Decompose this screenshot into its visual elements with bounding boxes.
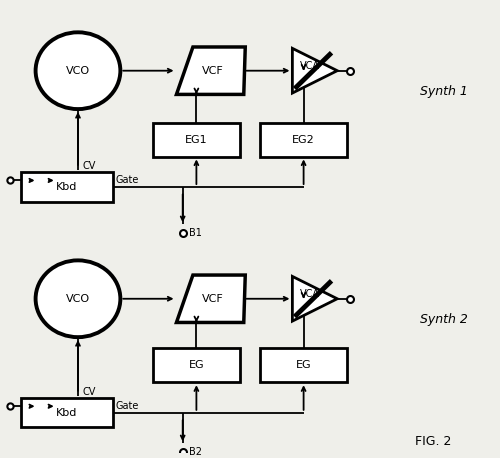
Text: VCA: VCA — [300, 289, 320, 299]
Bar — [260, 349, 347, 382]
Text: FIG. 2: FIG. 2 — [414, 435, 451, 448]
Text: Gate: Gate — [116, 174, 139, 185]
Bar — [20, 398, 113, 427]
Text: Kbd: Kbd — [56, 408, 78, 418]
Text: B1: B1 — [188, 228, 202, 238]
Text: CV: CV — [83, 161, 96, 171]
Polygon shape — [176, 47, 246, 94]
Text: EG: EG — [188, 360, 204, 371]
Bar — [153, 349, 240, 382]
Text: VCA: VCA — [300, 61, 320, 71]
Text: Synth 1: Synth 1 — [420, 85, 468, 98]
Polygon shape — [292, 277, 338, 321]
Circle shape — [36, 33, 120, 109]
Circle shape — [36, 260, 120, 337]
Text: EG: EG — [296, 360, 312, 371]
Polygon shape — [176, 275, 246, 322]
Polygon shape — [292, 49, 338, 93]
Text: CV: CV — [83, 387, 96, 397]
Bar — [260, 123, 347, 157]
Bar — [20, 172, 113, 202]
Text: Kbd: Kbd — [56, 182, 78, 192]
Text: EG2: EG2 — [292, 135, 315, 145]
Text: VCO: VCO — [66, 65, 90, 76]
Text: Synth 2: Synth 2 — [420, 312, 468, 326]
Text: VCF: VCF — [202, 294, 224, 304]
Text: VCF: VCF — [202, 65, 224, 76]
Text: VCO: VCO — [66, 294, 90, 304]
Text: EG1: EG1 — [185, 135, 208, 145]
Text: Gate: Gate — [116, 401, 139, 410]
Text: B2: B2 — [188, 447, 202, 457]
Bar — [153, 123, 240, 157]
